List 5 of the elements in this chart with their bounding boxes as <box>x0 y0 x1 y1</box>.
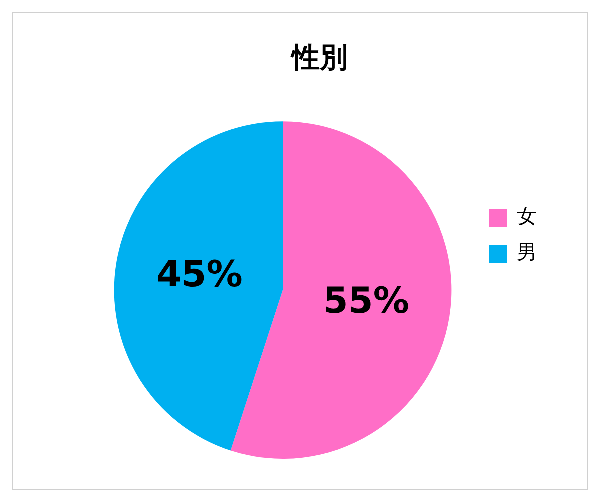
chart-title: 性別 <box>290 41 348 74</box>
legend-label: 男 <box>517 240 537 264</box>
legend-label: 女 <box>517 204 537 228</box>
data-label: 55% <box>323 280 410 322</box>
data-label: 45% <box>156 254 243 296</box>
